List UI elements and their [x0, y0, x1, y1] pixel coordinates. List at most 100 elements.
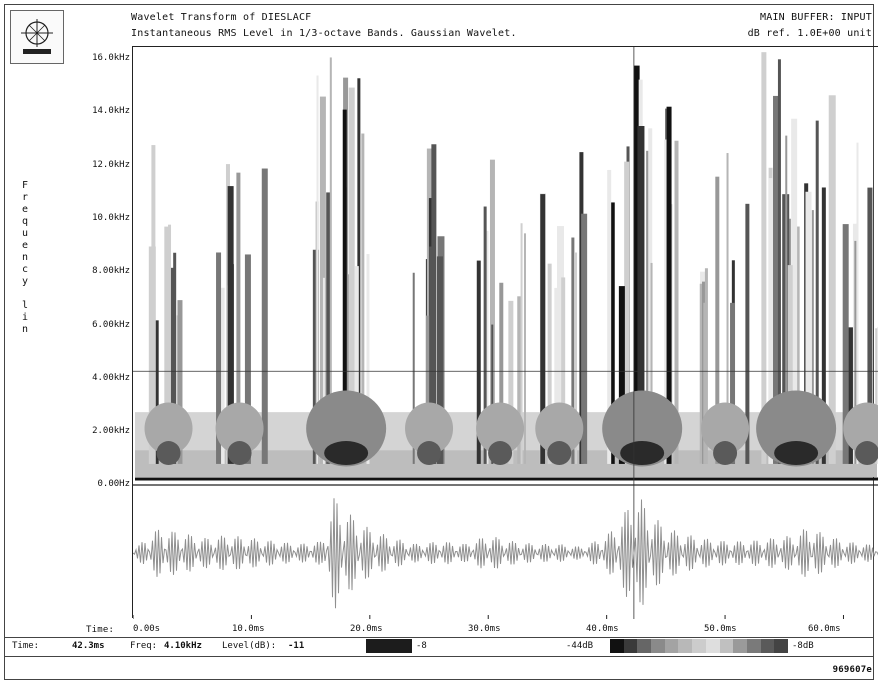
spectrum-strand	[489, 159, 495, 464]
spectrum-strand	[773, 95, 779, 464]
y-axis-label-char: u	[21, 228, 29, 239]
energy-blob	[535, 402, 584, 455]
spectrum-strand	[354, 266, 359, 464]
energy-blob	[476, 402, 525, 455]
y-axis-label-char: c	[21, 264, 29, 275]
spectrum-strand	[554, 287, 559, 464]
y-tick-label: 2.00kHz	[92, 426, 130, 436]
spectrum-strand	[815, 120, 819, 464]
y-tick-label: 16.0kHz	[92, 53, 130, 63]
energy-core	[227, 441, 252, 466]
spectrum-strand	[646, 150, 650, 464]
status-level-label: Level(dB):	[222, 641, 277, 651]
reference-label: dB ref. 1.0E+00 unit	[747, 28, 872, 39]
energy-core	[488, 441, 513, 466]
spectrum-strand	[168, 224, 172, 464]
spectrum-strand	[571, 237, 575, 464]
spectrum-strand	[730, 302, 736, 464]
y-axis-label-char	[19, 288, 31, 300]
spectrum-strand	[785, 135, 788, 464]
status-freq-label: Freq:	[130, 641, 158, 651]
scale-swatch	[664, 639, 679, 653]
x-tick-label: 50.0ms	[704, 624, 737, 634]
spectrum-strand	[261, 168, 268, 464]
y-axis-label-char: r	[21, 192, 29, 203]
spectrum-strand	[699, 283, 703, 464]
spectrum-strand	[170, 267, 174, 464]
y-tick-label: 12.0kHz	[92, 160, 130, 170]
x-axis-label: Time:	[86, 625, 115, 635]
spectrum-strand	[633, 65, 640, 464]
energy-blob	[215, 402, 264, 455]
energy-blob	[144, 402, 193, 455]
spectrum-strand	[821, 187, 826, 464]
figure-id: 969607e	[832, 665, 872, 675]
energy-blob	[756, 390, 837, 467]
spectrum-strand	[357, 78, 361, 464]
spectrum-strand	[791, 118, 798, 464]
spectrum-strand	[483, 206, 487, 464]
spectrum-strand	[173, 252, 177, 464]
waveform-line	[132, 498, 878, 609]
spectrum-strand	[326, 192, 332, 464]
scale-swatch	[678, 639, 693, 653]
spectrum-strand	[361, 133, 365, 464]
spectrum-strand	[491, 324, 494, 464]
scale-swatch	[692, 639, 706, 653]
spectrum-strand	[805, 191, 812, 464]
scale-swatch	[705, 639, 720, 653]
spectrum-strand	[828, 95, 836, 464]
x-tick-label: 0.00s	[133, 624, 161, 634]
spectrum-strand	[429, 246, 436, 464]
y-axis-label-char: n	[21, 324, 29, 335]
spectrum-strand	[745, 203, 750, 464]
wavelet-plot[interactable]	[132, 47, 878, 619]
spectrum-strand	[726, 153, 729, 464]
scale-swatch	[651, 639, 665, 653]
spectrum-strand	[875, 328, 878, 464]
energy-core	[324, 441, 369, 466]
scale-min-label: -44dB	[566, 641, 594, 651]
spectrum-strand	[523, 233, 526, 464]
scale-swatch	[623, 639, 638, 653]
spectrum-strand	[704, 268, 708, 464]
scale-swatch	[746, 639, 761, 653]
y-axis-label-char: l	[21, 300, 29, 311]
x-tick-label: 20.0ms	[350, 624, 383, 634]
spectrum-strand	[575, 252, 578, 464]
spectrum-strand	[618, 286, 625, 464]
spectrum-strand	[842, 224, 849, 464]
status-time-value: 42.3ms	[72, 641, 105, 651]
spectrum-strand	[540, 194, 546, 464]
spectrum-strand	[476, 260, 481, 464]
y-tick-label: 14.0kHz	[92, 106, 130, 116]
spectrum-strand	[610, 202, 615, 464]
scale-swatch	[610, 639, 624, 653]
status-freq-value: 4.10kHz	[164, 641, 202, 651]
spectrum-strand	[508, 300, 514, 464]
spectrum-strand	[319, 96, 326, 464]
spectrum-strand	[674, 140, 679, 464]
energy-core	[547, 441, 572, 466]
scale-swatch	[637, 639, 652, 653]
spectrum-strand	[666, 106, 672, 464]
plot-area[interactable]	[132, 46, 878, 619]
spectrum-strand	[768, 178, 775, 464]
energy-blob	[602, 390, 683, 467]
energy-core	[156, 441, 181, 466]
spectrum-strand	[236, 172, 241, 464]
spectrum-strand	[581, 213, 588, 464]
spectrum-strand	[220, 287, 225, 464]
status-level-value: -11	[288, 641, 305, 651]
status-level-max: -8	[416, 641, 427, 651]
spectrum-strand	[164, 226, 170, 464]
spectrum-strand	[848, 327, 855, 464]
spectrum-strand	[624, 161, 630, 464]
spectrum-strand	[854, 240, 857, 464]
y-tick-label: 8.00kHz	[92, 266, 130, 276]
spectrum-strand	[177, 300, 183, 464]
y-axis-label-char: F	[21, 180, 29, 191]
y-axis-label-char: n	[21, 252, 29, 263]
y-axis-label-char: i	[21, 312, 29, 323]
y-axis-label-char: e	[21, 204, 29, 215]
